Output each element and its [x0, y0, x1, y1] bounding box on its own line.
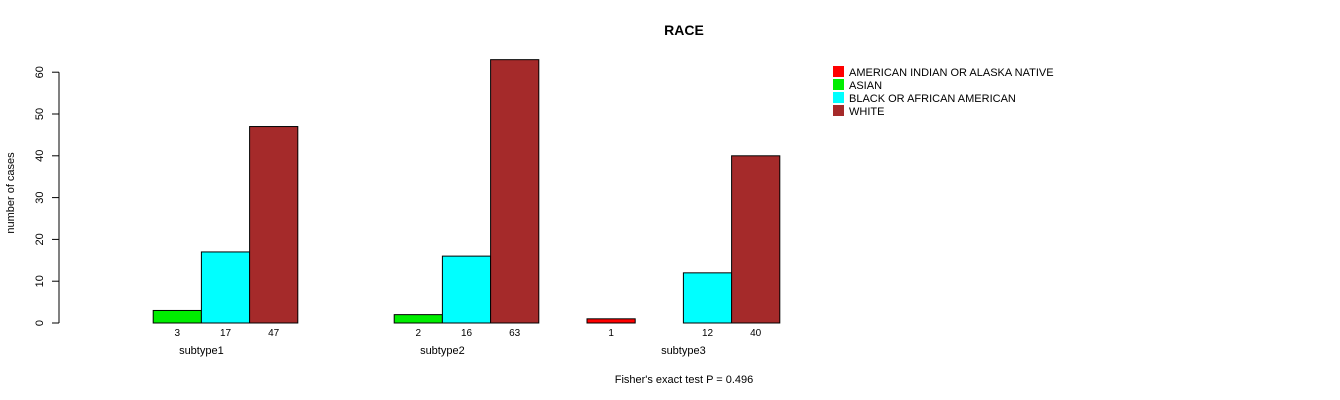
legend-label: ASIAN: [849, 80, 882, 92]
bar: [249, 126, 299, 324]
y-axis: 0 10 20 30 40 50 60: [34, 66, 60, 326]
bar: [490, 59, 540, 324]
bar: [682, 272, 733, 324]
bar-count-label: 63: [509, 328, 521, 339]
chart-title: RACE: [664, 22, 704, 38]
x-category-label: subtype2: [420, 345, 465, 357]
y-tick-label: 40: [34, 150, 46, 162]
bar-count-label: 40: [750, 328, 762, 339]
bars-group: 3 17 47 subtype1 2 16 63 subtype2 1 12 40 subtype3: [152, 59, 781, 357]
y-tick-label: 30: [34, 191, 46, 203]
bar-count-label: 17: [220, 328, 232, 339]
bar: [441, 255, 492, 324]
bar-count-label: 1: [608, 328, 614, 339]
bar: [152, 309, 202, 324]
y-tick-label: 20: [34, 233, 46, 245]
x-axis-label: Fisher's exact test P = 0.496: [615, 374, 754, 386]
x-category-label: subtype3: [661, 345, 706, 357]
bar-count-label: 47: [268, 328, 280, 339]
y-tick-label: 10: [34, 275, 46, 287]
y-tick-label: 50: [34, 108, 46, 120]
bar-count-label: 2: [416, 328, 422, 339]
legend-swatch: [833, 79, 844, 90]
bar-count-label: 3: [175, 328, 181, 339]
y-tick-label: 0: [34, 320, 46, 326]
legend-swatch: [833, 105, 844, 116]
y-axis-label: number of cases: [5, 152, 17, 234]
bar-count-label: 12: [702, 328, 714, 339]
bar: [731, 155, 781, 324]
legend-label: BLACK OR AFRICAN AMERICAN: [849, 93, 1016, 105]
legend-swatch: [833, 66, 844, 77]
bar-count-label: 16: [461, 328, 473, 339]
y-tick-label: 60: [34, 66, 46, 78]
bar: [393, 314, 443, 324]
legend-label: AMERICAN INDIAN OR ALASKA NATIVE: [849, 67, 1054, 79]
legend-swatch: [833, 92, 844, 103]
bar: [586, 318, 636, 324]
legend-label: WHITE: [849, 106, 884, 118]
x-category-label: subtype1: [179, 345, 224, 357]
legend: AMERICAN INDIAN OR ALASKA NATIVEASIANBLA…: [833, 66, 1054, 118]
bar: [200, 251, 251, 324]
